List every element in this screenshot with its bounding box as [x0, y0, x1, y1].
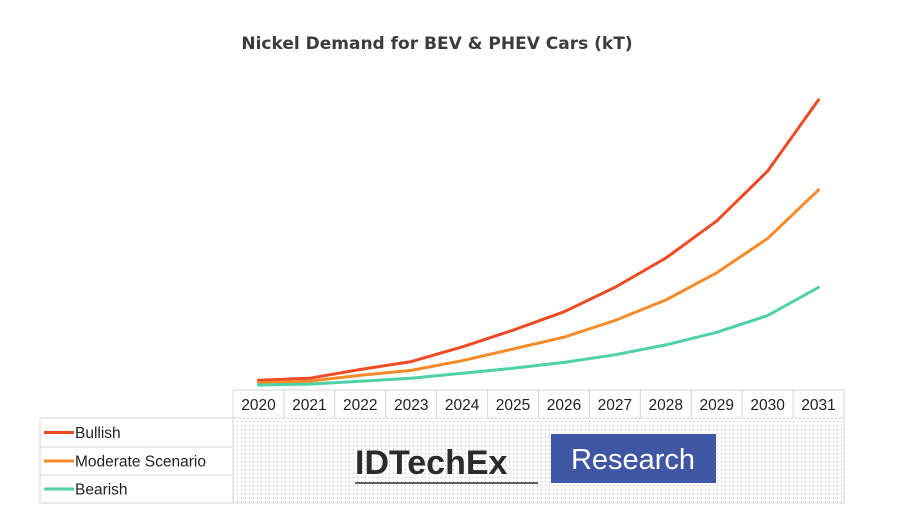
- logo-brand-text: IDTechEx: [355, 444, 508, 482]
- x-tick-label: 2020: [241, 397, 276, 414]
- x-tick-label: 2027: [598, 397, 632, 414]
- chart-title: Nickel Demand for BEV & PHEV Cars (kT): [241, 34, 632, 54]
- x-tick-label: 2022: [343, 397, 377, 414]
- x-tick-label: 2029: [699, 397, 733, 414]
- logo-research-text: Research: [571, 444, 695, 476]
- x-tick-label: 2021: [292, 397, 326, 414]
- series-line-bearish: [257, 285, 820, 387]
- series-line-bullish: [257, 98, 820, 382]
- x-tick-label: 2024: [445, 397, 480, 414]
- x-axis-labels: 2020 2021 2022 2023 2024 2025 2026 2027 2028 2029…: [241, 397, 836, 414]
- legend: Bullish Moderate Scenario Bearish: [44, 425, 206, 499]
- idtechex-logo: IDTechEx Research: [355, 434, 716, 484]
- logo-research-box: [551, 434, 716, 483]
- watermark-background: [233, 418, 844, 503]
- x-tick-label: 2025: [496, 397, 530, 414]
- x-tick-label: 2030: [750, 397, 785, 414]
- series-line-moderate-scenario: [257, 188, 820, 385]
- x-tick-label: 2031: [801, 397, 835, 414]
- x-tick-label: 2026: [547, 397, 581, 414]
- legend-label-bullish: Bullish: [75, 425, 121, 442]
- data-table-grid: [39, 389, 845, 504]
- legend-label-bearish: Bearish: [75, 482, 128, 499]
- legend-label-moderate-scenario: Moderate Scenario: [75, 454, 206, 471]
- x-tick-label: 2028: [649, 397, 683, 414]
- plot-area: [257, 98, 820, 387]
- x-tick-label: 2023: [394, 397, 428, 414]
